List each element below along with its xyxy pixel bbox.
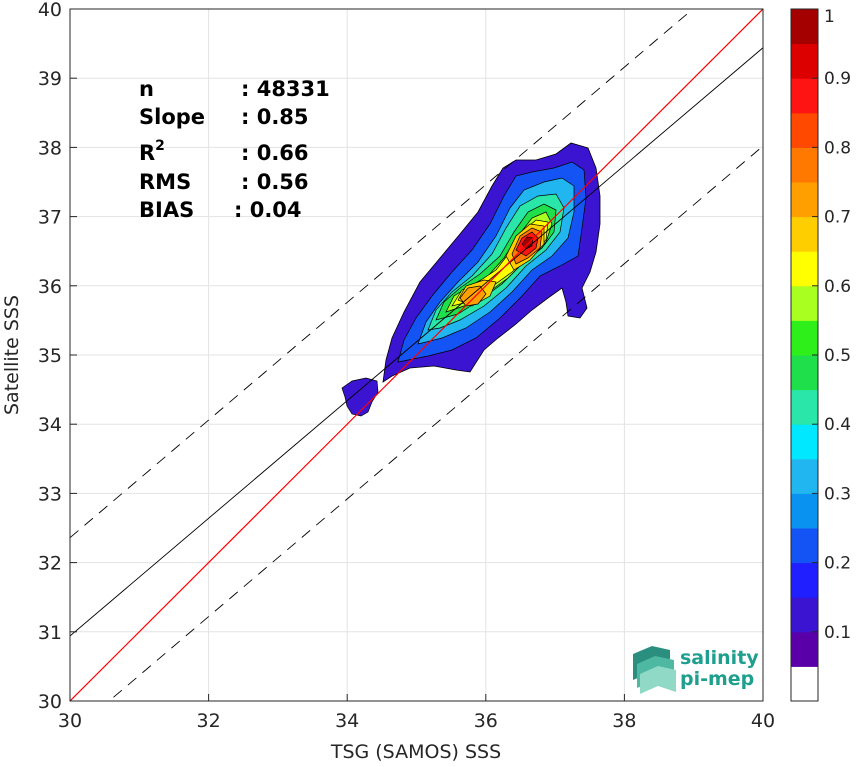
- colorbar: [791, 9, 818, 702]
- x-tick-label: 38: [612, 710, 636, 732]
- colorbar-tick-labels: 0.1 0.2 0.3 0.4 0.5 0.6 0.7 0.8 0.9 1: [812, 7, 851, 643]
- stat-slope-label: Slope: [139, 105, 205, 129]
- colorbar-tick-label: 0.6: [824, 277, 851, 297]
- colorbar-tick-label: 1: [824, 7, 835, 27]
- colorbar-tick-label: 0.7: [824, 208, 851, 228]
- y-tick-label: 40: [38, 0, 62, 21]
- grid: [69, 8, 764, 702]
- logo-line1: salinity: [680, 647, 759, 669]
- colorbar-segment: [791, 182, 818, 218]
- colorbar-tick-label: 0.1: [824, 623, 851, 643]
- logo-waves-icon: [633, 646, 676, 694]
- colorbar-segment: [791, 216, 818, 252]
- stat-rms-label: RMS: [139, 170, 191, 194]
- y-tick-label: 38: [38, 137, 62, 159]
- colorbar-segment: [791, 458, 818, 494]
- y-axis-label: Satellite SSS: [1, 295, 23, 415]
- regression-line: [70, 47, 763, 637]
- colorbar-segment: [791, 320, 818, 356]
- stat-r2-value: : 0.66: [241, 141, 309, 165]
- y-tick-labels: 30 31 32 33 34 35 36 37 38 39 40: [38, 0, 77, 713]
- colorbar-segment: [791, 355, 818, 391]
- colorbar-tick-label: 0.8: [824, 138, 851, 158]
- colorbar-segment: [791, 251, 818, 287]
- colorbar-segment: [791, 43, 818, 79]
- colorbar-segment: [791, 597, 818, 633]
- stat-n-label: n: [139, 77, 154, 101]
- y-tick-label: 33: [38, 483, 62, 505]
- colorbar-segment: [791, 528, 818, 564]
- colorbar-segment: [791, 285, 818, 321]
- stats-block: n : 48331 Slope : 0.85 R2 : 0.66 RMS : 0…: [139, 77, 330, 222]
- y-tick-label: 39: [38, 68, 62, 90]
- x-axis-label: TSG (SAMOS) SSS: [330, 741, 501, 763]
- reference-lines: [70, 9, 763, 701]
- colorbar-segment: [791, 78, 818, 114]
- contour-level-11: [521, 236, 534, 250]
- colorbar-tick-label: 0.5: [824, 346, 851, 366]
- x-tick-label: 30: [58, 710, 82, 732]
- stat-n-value: : 48331: [241, 77, 330, 101]
- y-tick-label: 32: [38, 553, 62, 575]
- y-tick-label: 36: [38, 276, 62, 298]
- colorbar-tick-label: 0.3: [824, 484, 851, 504]
- colorbar-segment: [791, 562, 818, 598]
- colorbar-tick-label: 0.4: [824, 415, 851, 435]
- colorbar-segment: [791, 9, 818, 45]
- stat-rms-value: : 0.56: [241, 170, 309, 194]
- x-tick-label: 40: [751, 710, 775, 732]
- y-tick-label: 37: [38, 207, 62, 229]
- y-tick-label: 35: [38, 345, 62, 367]
- y-tick-label: 34: [38, 414, 62, 436]
- contour-blob-small: [341, 377, 379, 417]
- colorbar-segment: [791, 147, 818, 183]
- one-to-one-line: [70, 9, 763, 701]
- colorbar-segment: [791, 112, 818, 148]
- colorbar-tick-label: 0.9: [824, 69, 851, 89]
- colorbar-segment: [791, 493, 818, 529]
- y-tick-label: 30: [38, 691, 62, 713]
- x-tick-labels: 30 32 34 36 38 40: [58, 694, 775, 732]
- stat-bias-value: : 0.04: [234, 198, 302, 222]
- x-tick-label: 32: [197, 710, 221, 732]
- logo-line2: pi-mep: [680, 668, 754, 690]
- stat-r2-label: R2: [139, 138, 165, 165]
- stat-slope-value: : 0.85: [241, 105, 309, 129]
- x-tick-label: 34: [335, 710, 359, 732]
- salinity-pi-mep-logo: salinity pi-mep: [633, 646, 759, 694]
- stat-bias-label: BIAS: [139, 198, 194, 222]
- y-tick-label: 31: [38, 622, 62, 644]
- colorbar-tick-label: 0.2: [824, 554, 851, 574]
- colorbar-segment: [791, 666, 818, 702]
- colorbar-segment: [791, 389, 818, 425]
- density-contours: [341, 142, 601, 417]
- x-tick-label: 36: [474, 710, 498, 732]
- colorbar-segment: [791, 631, 818, 667]
- colorbar-segment: [791, 424, 818, 460]
